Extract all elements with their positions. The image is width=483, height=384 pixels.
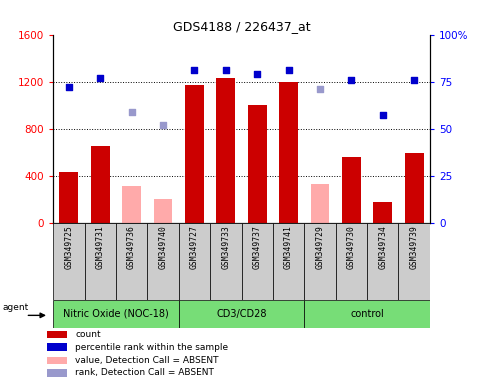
Text: Nitric Oxide (NOC-18): Nitric Oxide (NOC-18) [63,309,169,319]
Bar [53,223,85,300]
Point [97,75,104,81]
Text: GSM349727: GSM349727 [190,225,199,269]
Point [379,113,387,119]
Bar [311,184,329,223]
Bar [248,105,267,223]
Bar [304,223,336,300]
Bar [147,223,179,300]
Bar [179,223,210,300]
Bar [154,199,172,223]
Bar [116,223,147,300]
Point [253,71,261,77]
Text: GSM349725: GSM349725 [64,225,73,269]
Bar [122,186,141,223]
Text: control: control [350,309,384,319]
Bar [342,157,361,223]
Point [316,86,324,92]
Text: GSM349729: GSM349729 [315,225,325,269]
Text: percentile rank within the sample: percentile rank within the sample [75,343,228,351]
Bar [242,223,273,300]
Bar [210,223,242,300]
Text: GSM349739: GSM349739 [410,225,419,269]
Bar [179,300,304,328]
Bar [279,82,298,223]
Point [159,122,167,128]
Bar [336,223,367,300]
Bar [47,369,67,377]
Text: GSM349736: GSM349736 [127,225,136,269]
Point [285,67,293,73]
Bar [373,202,392,223]
Bar [91,146,110,223]
Text: GSM349730: GSM349730 [347,225,356,269]
Bar [53,300,179,328]
Bar [367,223,398,300]
Point [191,67,199,73]
Text: count: count [75,330,101,339]
Text: GSM349737: GSM349737 [253,225,262,269]
Point [222,67,230,73]
Bar [273,223,304,300]
Point [128,109,135,115]
Bar [85,223,116,300]
Bar [59,172,78,223]
Text: GSM349734: GSM349734 [378,225,387,269]
Text: GSM349731: GSM349731 [96,225,105,269]
Text: value, Detection Call = ABSENT: value, Detection Call = ABSENT [75,356,219,365]
Bar [398,223,430,300]
Bar [185,84,204,223]
Bar [47,357,67,364]
Bar [216,78,235,223]
Bar [47,343,67,351]
Text: GSM349740: GSM349740 [158,225,168,269]
Bar [47,331,67,338]
Bar [405,153,424,223]
Text: agent: agent [3,303,29,312]
Bar [304,300,430,328]
Text: GSM349741: GSM349741 [284,225,293,269]
Title: GDS4188 / 226437_at: GDS4188 / 226437_at [173,20,310,33]
Text: CD3/CD28: CD3/CD28 [216,309,267,319]
Point [411,77,418,83]
Text: GSM349733: GSM349733 [221,225,230,269]
Point [348,77,355,83]
Text: rank, Detection Call = ABSENT: rank, Detection Call = ABSENT [75,369,214,377]
Point [65,84,73,90]
